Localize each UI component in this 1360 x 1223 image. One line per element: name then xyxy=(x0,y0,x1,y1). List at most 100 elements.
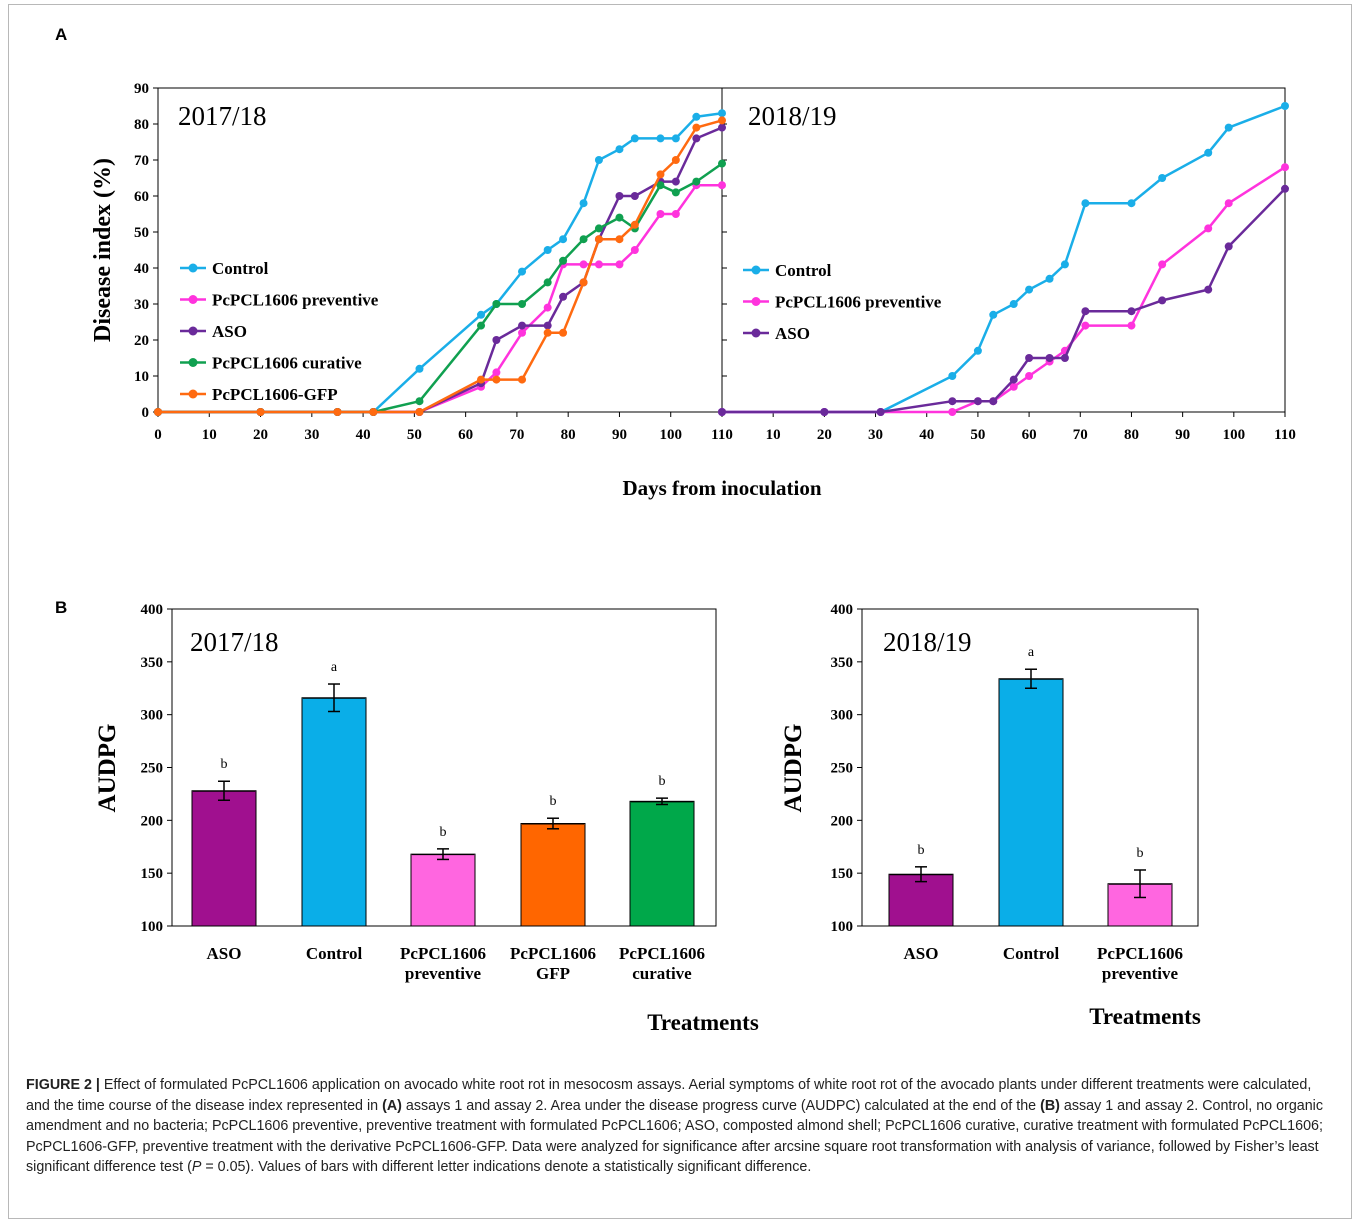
legend-entry: PcPCL1606-GFP xyxy=(212,385,338,404)
x-axis-title-a: Days from inoculation xyxy=(622,476,821,500)
x-axis-title-b: Treatments xyxy=(647,1010,759,1035)
y-tick-label: 90 xyxy=(134,81,149,97)
y-axis-title-b: AUDPG xyxy=(780,724,807,813)
data-point xyxy=(718,181,726,190)
category-label: PcPCL1606 xyxy=(510,944,596,963)
data-point xyxy=(692,134,701,143)
data-point xyxy=(492,336,501,344)
data-point xyxy=(1060,260,1069,269)
category-label: preventive xyxy=(405,964,482,983)
data-point xyxy=(876,408,885,416)
data-point xyxy=(671,188,680,197)
bar xyxy=(301,697,367,927)
series-line-control xyxy=(722,104,1286,414)
data-point xyxy=(559,292,568,301)
significance-letter: a xyxy=(1028,645,1035,660)
x-tick-label: 100 xyxy=(659,427,682,443)
category-label: GFP xyxy=(536,964,570,983)
y-tick-label: 300 xyxy=(831,708,854,724)
bar-chart-title: 2017/18 xyxy=(190,627,279,657)
bar-chart-title: 2018/19 xyxy=(883,627,972,657)
significance-letter: b xyxy=(221,757,228,772)
legend-entry: PcPCL1606 curative xyxy=(212,354,362,373)
data-point xyxy=(415,408,424,416)
data-point xyxy=(492,368,501,377)
data-point xyxy=(415,397,424,406)
y-tick-label: 80 xyxy=(134,117,149,133)
data-point xyxy=(718,123,726,132)
y-tick-label: 50 xyxy=(134,225,149,241)
data-point xyxy=(615,213,624,222)
data-point xyxy=(948,408,957,416)
panel-label-b: B xyxy=(55,598,67,617)
data-point xyxy=(1025,285,1034,294)
x-tick-label: 90 xyxy=(612,427,627,443)
legend-swatch-marker xyxy=(188,263,198,273)
category-label: Control xyxy=(1003,944,1060,963)
y-tick-label: 20 xyxy=(134,333,149,349)
data-point xyxy=(1224,199,1233,208)
x-tick-label: 70 xyxy=(509,427,524,443)
data-point xyxy=(692,123,701,132)
caption-text-4: = 0.05). Values of bars with different l… xyxy=(201,1159,812,1175)
chart-title-2017: 2017/18 xyxy=(178,101,267,131)
category-label: PcPCL1606 xyxy=(400,944,486,963)
data-point xyxy=(718,408,726,416)
y-tick-label: 300 xyxy=(141,708,164,724)
data-point xyxy=(579,235,588,244)
legend-swatch-marker xyxy=(751,265,761,275)
data-point xyxy=(1281,102,1289,110)
data-point xyxy=(1127,321,1136,330)
y-tick-label: 400 xyxy=(831,602,854,618)
x-tick-label: 60 xyxy=(1022,427,1037,443)
data-point xyxy=(1127,307,1136,316)
data-point xyxy=(630,220,639,229)
y-tick-label: 60 xyxy=(134,189,149,205)
data-point xyxy=(477,310,486,319)
data-point xyxy=(1281,163,1289,172)
x-tick-label: 60 xyxy=(458,427,473,443)
data-point xyxy=(333,408,342,416)
data-point xyxy=(1204,224,1213,233)
data-point xyxy=(543,303,552,312)
category-label: ASO xyxy=(904,944,939,963)
data-point xyxy=(543,278,552,287)
data-point xyxy=(1025,372,1034,380)
data-point xyxy=(543,246,552,254)
series-line-aso xyxy=(722,187,1286,414)
x-tick-label: 30 xyxy=(304,427,319,443)
data-point xyxy=(1081,321,1090,330)
bar xyxy=(629,800,695,927)
chart-title-2018: 2018/19 xyxy=(748,101,837,131)
data-point xyxy=(594,260,603,269)
data-point xyxy=(579,199,588,208)
legend-entry: PcPCL1606 preventive xyxy=(212,291,379,310)
bar xyxy=(410,853,476,927)
bar xyxy=(998,678,1064,927)
data-point xyxy=(615,192,624,200)
y-tick-label: 150 xyxy=(831,866,854,882)
data-point xyxy=(559,256,568,265)
figure-canvas: A B 0 10 20 30 40 50 60 70 80 90 0 10 20 30 40 50 60 70 80 90… xyxy=(55,25,1296,1035)
data-point xyxy=(1224,123,1233,132)
data-point xyxy=(518,267,527,276)
y-tick-label: 200 xyxy=(141,813,164,829)
data-point xyxy=(1204,285,1213,294)
panel-label-a: A xyxy=(55,25,67,44)
y-tick-label: 10 xyxy=(134,369,149,385)
x-tick-label: 50 xyxy=(407,427,422,443)
x-tick-label: 30 xyxy=(868,427,883,443)
y-tick-label: 350 xyxy=(831,655,854,671)
y-tick-label: 150 xyxy=(141,866,164,882)
y-tick-label: 400 xyxy=(141,602,164,618)
data-point xyxy=(518,321,527,330)
data-point xyxy=(948,372,957,380)
data-point xyxy=(656,134,665,143)
caption-ref-b: (B) xyxy=(1040,1097,1060,1114)
legend-swatch-marker xyxy=(751,297,761,306)
data-point xyxy=(820,408,829,416)
legend-entry: ASO xyxy=(775,324,810,343)
figure-caption: FIGURE 2 | Effect of formulated PcPCL160… xyxy=(26,1075,1336,1178)
series-line-pcpcl1606-preventive xyxy=(722,166,1286,414)
data-point xyxy=(630,192,639,200)
